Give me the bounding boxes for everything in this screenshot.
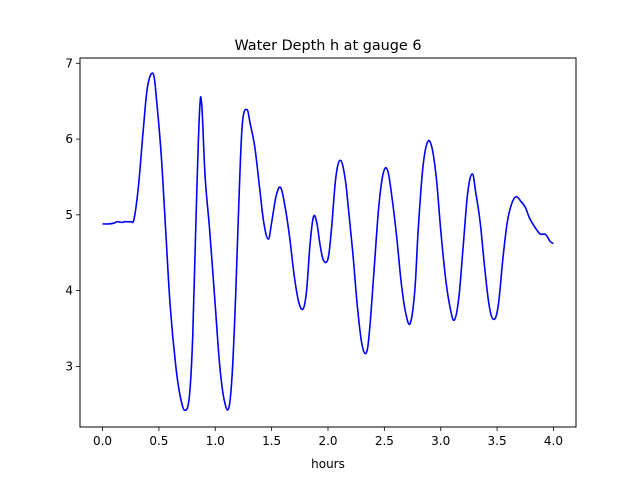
x-axis-label: hours <box>311 457 345 471</box>
series-layer <box>102 72 554 412</box>
y-tick-label: 7 <box>65 56 73 70</box>
x-tick-label: 3.0 <box>431 434 450 448</box>
y-tick-label: 6 <box>65 132 73 146</box>
chart-title: Water Depth h at gauge 6 <box>234 38 421 54</box>
y-tick-label: 4 <box>65 284 73 298</box>
x-tick-label: 0.5 <box>149 434 168 448</box>
x-axis-ticks: 0.0 0.5 1.0 1.5 2.0 2.5 3.0 3.5 4.0 <box>93 427 563 448</box>
x-tick-label: 4.0 <box>544 434 563 448</box>
x-tick-label: 1.5 <box>262 434 281 448</box>
x-tick-label: 2.0 <box>318 434 337 448</box>
y-tick-label: 5 <box>65 208 73 222</box>
x-tick-label: 0.0 <box>93 434 112 448</box>
x-tick-label: 1.0 <box>206 434 225 448</box>
series-line-0 <box>102 72 554 412</box>
plot-area <box>80 58 576 427</box>
plot-frame <box>79 57 577 428</box>
y-axis-ticks: 3 4 5 6 7 <box>65 56 80 373</box>
x-tick-label: 2.5 <box>375 434 394 448</box>
x-tick-label: 3.5 <box>488 434 507 448</box>
y-tick-label: 3 <box>65 359 73 373</box>
